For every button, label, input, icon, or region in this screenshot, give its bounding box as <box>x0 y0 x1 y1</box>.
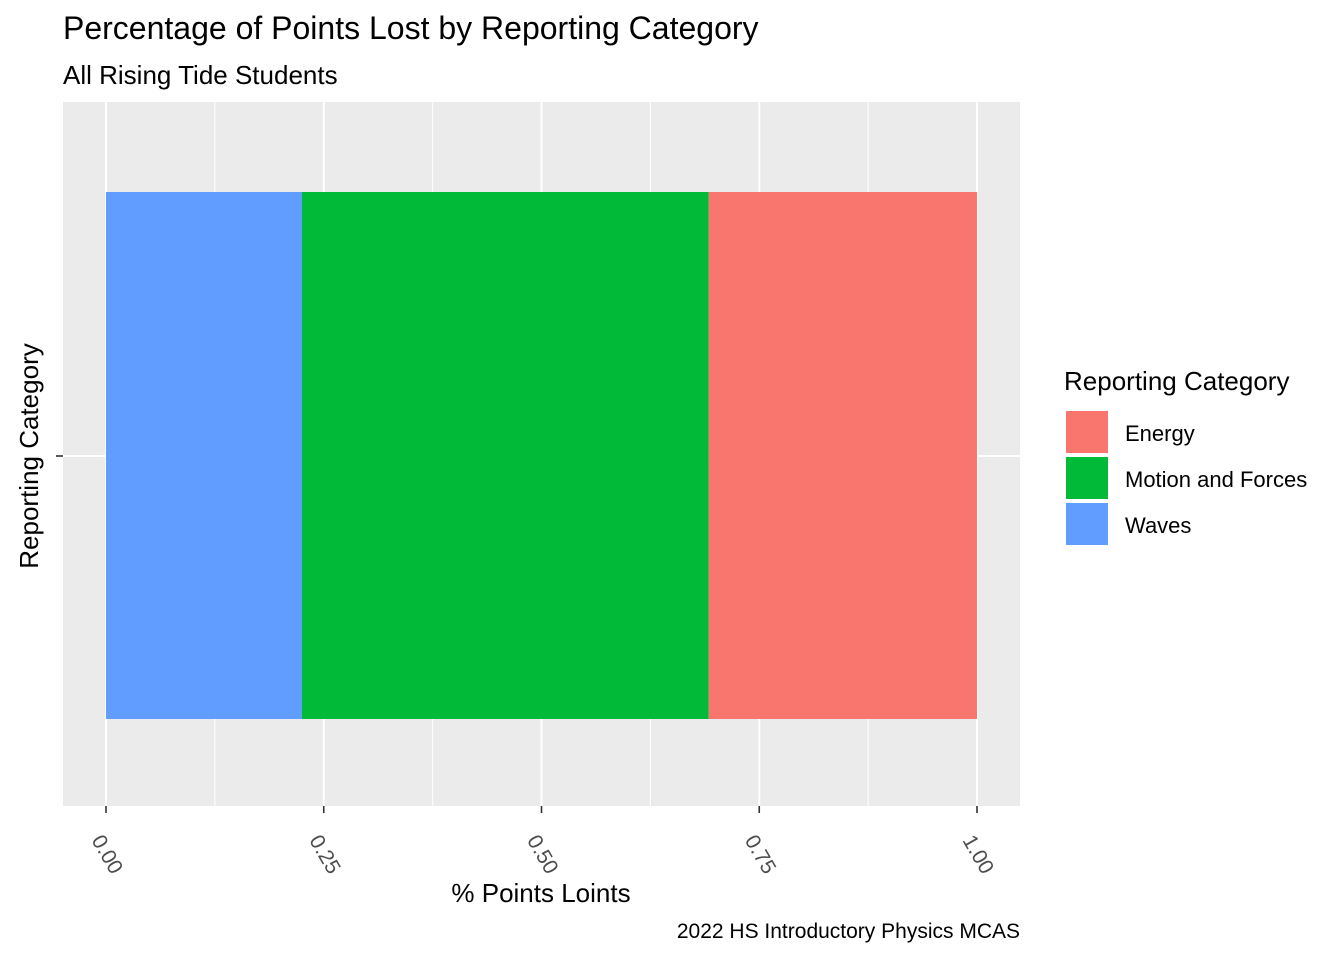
legend-label-waves: Waves <box>1125 513 1191 539</box>
x-tick-label: 0.00 <box>87 831 127 878</box>
legend: Reporting Category Energy Motion and Forc… <box>1064 366 1289 549</box>
bar-segment-waves <box>106 192 302 719</box>
y-axis-label: Reporting Category <box>14 343 44 568</box>
x-axis-ticks: 0.00 0.25 0.50 0.75 1.00 <box>87 806 998 878</box>
x-axis-label: % Points Loints <box>451 878 630 908</box>
bar-segment-motion-and-forces <box>302 192 709 719</box>
x-tick-label: 0.50 <box>522 831 562 878</box>
legend-item-waves: Waves <box>1064 503 1289 549</box>
legend-label-motion-and-forces: Motion and Forces <box>1125 467 1307 493</box>
legend-key-energy <box>1066 411 1108 453</box>
x-tick-label: 0.25 <box>304 831 344 878</box>
legend-key-motion-and-forces <box>1066 457 1108 499</box>
legend-items: Energy Motion and Forces Waves <box>1064 411 1289 549</box>
legend-label-energy: Energy <box>1125 421 1195 447</box>
bar-segments <box>106 192 977 719</box>
legend-item-energy: Energy <box>1064 411 1289 457</box>
legend-title: Reporting Category <box>1064 366 1289 397</box>
x-tick-label: 1.00 <box>958 831 998 878</box>
legend-key-waves <box>1066 503 1108 545</box>
x-tick-label: 0.75 <box>740 831 780 878</box>
bar-segment-energy <box>709 192 977 719</box>
chart-caption: 2022 HS Introductory Physics MCAS <box>600 920 1020 944</box>
legend-item-motion-and-forces: Motion and Forces <box>1064 457 1289 503</box>
